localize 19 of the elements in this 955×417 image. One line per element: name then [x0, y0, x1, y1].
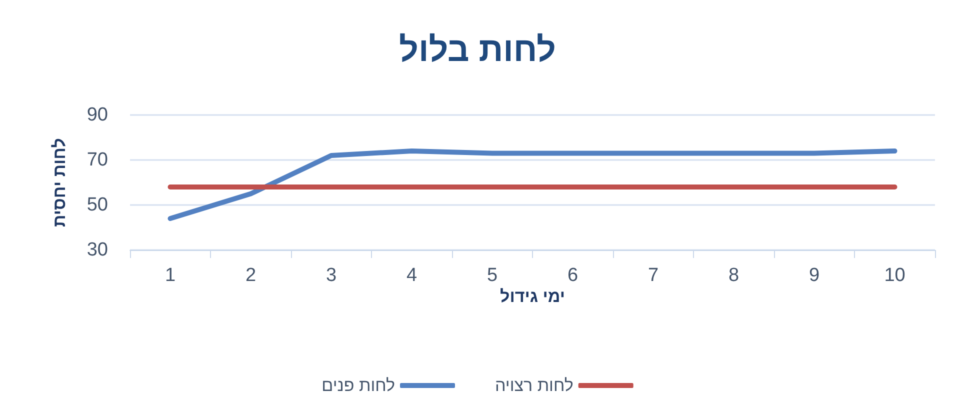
y-tick-label: 70 — [86, 150, 108, 170]
x-axis-title: ימי גידול — [500, 287, 566, 306]
x-tick-label: 8 — [728, 265, 740, 286]
legend-label: לחות פנים — [322, 376, 395, 395]
y-axis-title: לחות יחסית — [50, 138, 69, 227]
x-tick-label: 6 — [567, 265, 578, 286]
x-tick-label: 2 — [245, 265, 256, 286]
y-tick-label: 30 — [86, 240, 108, 260]
y-tick-label: 90 — [86, 104, 108, 126]
legend-label: לחות רצויה — [494, 376, 574, 395]
x-tick-label: 4 — [406, 265, 418, 286]
x-tick-label: 5 — [486, 265, 498, 286]
x-tick-label: 3 — [326, 265, 337, 286]
chart-title: לחות בלול — [399, 31, 556, 69]
x-tick-label: 1 — [164, 265, 176, 286]
x-tick-label: 10 — [884, 265, 906, 286]
x-tick-label: 9 — [808, 265, 820, 286]
y-tick-label: 50 — [86, 194, 108, 216]
x-tick-label: 7 — [648, 265, 659, 286]
